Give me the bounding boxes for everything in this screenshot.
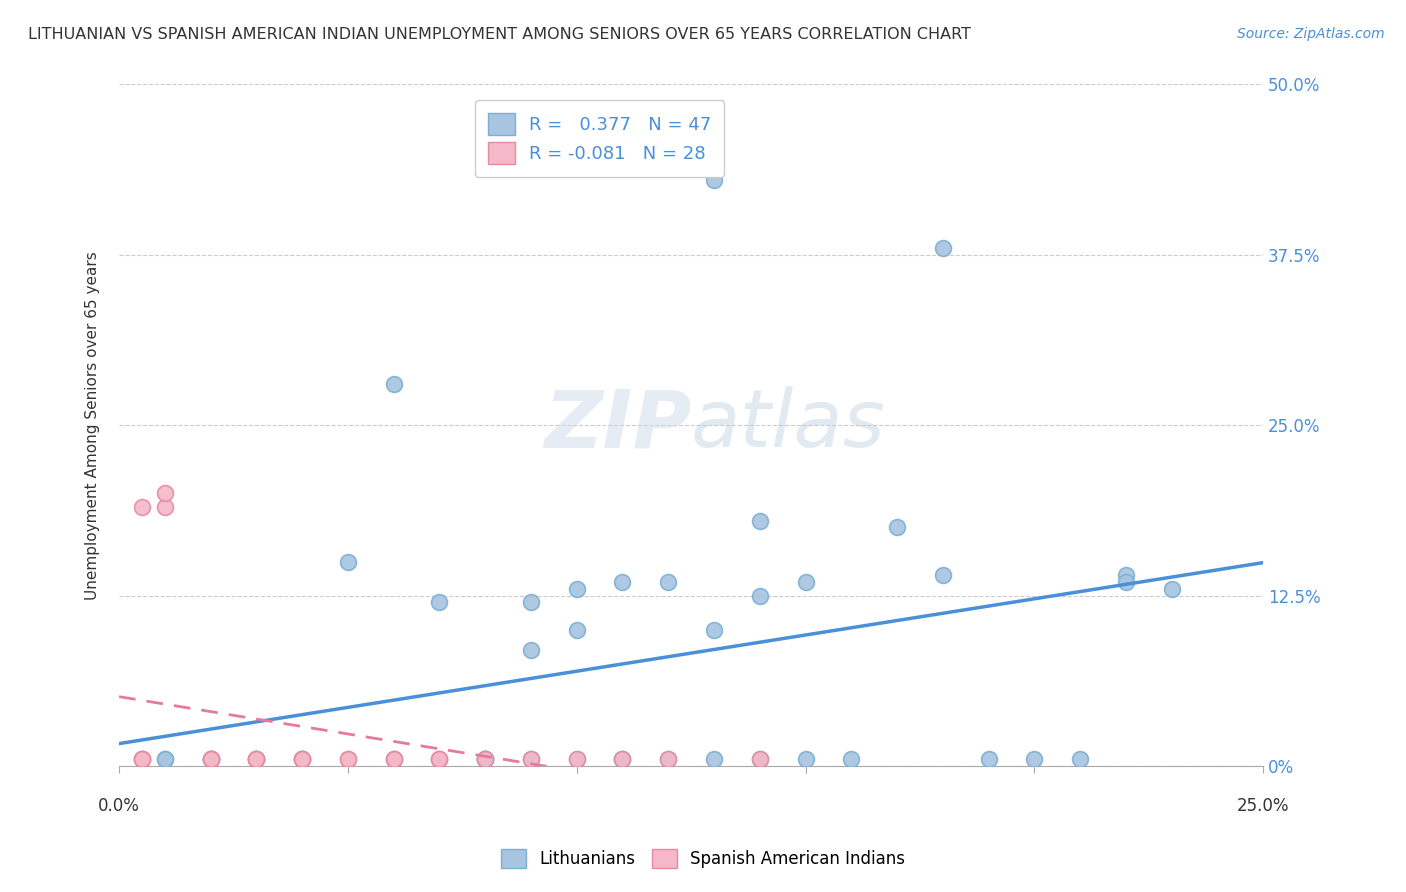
Point bbox=[291, 752, 314, 766]
Point bbox=[474, 752, 496, 766]
Point bbox=[520, 643, 543, 657]
Point bbox=[131, 752, 153, 766]
Point bbox=[336, 752, 359, 766]
Y-axis label: Unemployment Among Seniors over 65 years: Unemployment Among Seniors over 65 years bbox=[86, 251, 100, 599]
Point bbox=[657, 752, 679, 766]
Point bbox=[1115, 574, 1137, 589]
Point bbox=[612, 752, 634, 766]
Point bbox=[612, 752, 634, 766]
Point bbox=[429, 752, 451, 766]
Point bbox=[245, 752, 267, 766]
Point bbox=[200, 752, 222, 766]
Text: ZIP: ZIP bbox=[544, 386, 692, 464]
Point bbox=[839, 752, 862, 766]
Point bbox=[474, 752, 496, 766]
Point bbox=[932, 241, 955, 255]
Point bbox=[794, 574, 817, 589]
Text: Source: ZipAtlas.com: Source: ZipAtlas.com bbox=[1237, 27, 1385, 41]
Point bbox=[474, 752, 496, 766]
Point bbox=[291, 752, 314, 766]
Point bbox=[520, 595, 543, 609]
Point bbox=[291, 752, 314, 766]
Point bbox=[703, 173, 725, 187]
Point bbox=[1115, 568, 1137, 582]
Text: 0.0%: 0.0% bbox=[98, 797, 141, 814]
Point bbox=[153, 752, 176, 766]
Point bbox=[131, 752, 153, 766]
Point bbox=[1160, 582, 1182, 596]
Point bbox=[153, 752, 176, 766]
Point bbox=[474, 752, 496, 766]
Point bbox=[612, 752, 634, 766]
Point bbox=[200, 752, 222, 766]
Point bbox=[565, 752, 588, 766]
Point bbox=[565, 752, 588, 766]
Point bbox=[1069, 752, 1091, 766]
Point bbox=[474, 752, 496, 766]
Point bbox=[245, 752, 267, 766]
Point bbox=[200, 752, 222, 766]
Point bbox=[429, 752, 451, 766]
Point bbox=[657, 752, 679, 766]
Point bbox=[565, 582, 588, 596]
Legend: Lithuanians, Spanish American Indians: Lithuanians, Spanish American Indians bbox=[494, 842, 912, 875]
Point bbox=[748, 589, 770, 603]
Legend: R =   0.377   N = 47, R = -0.081   N = 28: R = 0.377 N = 47, R = -0.081 N = 28 bbox=[475, 100, 724, 177]
Point bbox=[703, 623, 725, 637]
Point bbox=[429, 595, 451, 609]
Point bbox=[200, 752, 222, 766]
Point bbox=[657, 574, 679, 589]
Point bbox=[382, 377, 405, 392]
Point bbox=[153, 500, 176, 514]
Point bbox=[612, 574, 634, 589]
Point bbox=[131, 752, 153, 766]
Point bbox=[886, 520, 908, 534]
Point bbox=[1024, 752, 1046, 766]
Point bbox=[245, 752, 267, 766]
Point bbox=[245, 752, 267, 766]
Point bbox=[794, 752, 817, 766]
Point bbox=[336, 555, 359, 569]
Point bbox=[200, 752, 222, 766]
Point bbox=[131, 752, 153, 766]
Point bbox=[245, 752, 267, 766]
Point bbox=[748, 752, 770, 766]
Point bbox=[565, 623, 588, 637]
Point bbox=[131, 500, 153, 514]
Point bbox=[200, 752, 222, 766]
Point bbox=[977, 752, 1000, 766]
Text: 25.0%: 25.0% bbox=[1237, 797, 1289, 814]
Point bbox=[932, 568, 955, 582]
Point bbox=[703, 752, 725, 766]
Point bbox=[291, 752, 314, 766]
Point bbox=[748, 752, 770, 766]
Point bbox=[382, 752, 405, 766]
Point bbox=[520, 752, 543, 766]
Point bbox=[382, 752, 405, 766]
Point bbox=[153, 486, 176, 500]
Point bbox=[291, 752, 314, 766]
Point bbox=[748, 514, 770, 528]
Point bbox=[382, 752, 405, 766]
Point bbox=[520, 752, 543, 766]
Point bbox=[336, 752, 359, 766]
Text: LITHUANIAN VS SPANISH AMERICAN INDIAN UNEMPLOYMENT AMONG SENIORS OVER 65 YEARS C: LITHUANIAN VS SPANISH AMERICAN INDIAN UN… bbox=[28, 27, 972, 42]
Point bbox=[429, 752, 451, 766]
Text: atlas: atlas bbox=[692, 386, 886, 464]
